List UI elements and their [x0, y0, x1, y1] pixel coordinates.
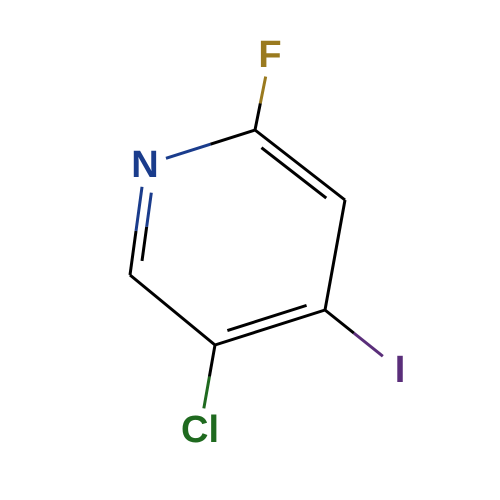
bond	[136, 187, 142, 231]
bond	[227, 305, 306, 330]
bond	[255, 103, 260, 130]
bond	[354, 333, 383, 356]
bond	[166, 144, 211, 158]
bond	[142, 227, 147, 261]
bond	[204, 377, 210, 409]
bond	[209, 345, 215, 377]
atom-label-f: F	[258, 34, 281, 76]
molecule-canvas: N F I Cl	[0, 0, 500, 500]
bond	[325, 200, 345, 310]
bond	[260, 77, 265, 104]
atom-label-cl: Cl	[181, 409, 219, 451]
bond	[261, 148, 326, 198]
bond	[210, 130, 255, 144]
bond	[130, 275, 215, 345]
bond	[147, 193, 152, 227]
atom-label-n: N	[131, 144, 158, 186]
atom-label-i: I	[395, 349, 406, 391]
bond	[255, 130, 345, 200]
bond	[215, 310, 325, 345]
bond	[130, 231, 136, 275]
bond	[325, 310, 354, 333]
